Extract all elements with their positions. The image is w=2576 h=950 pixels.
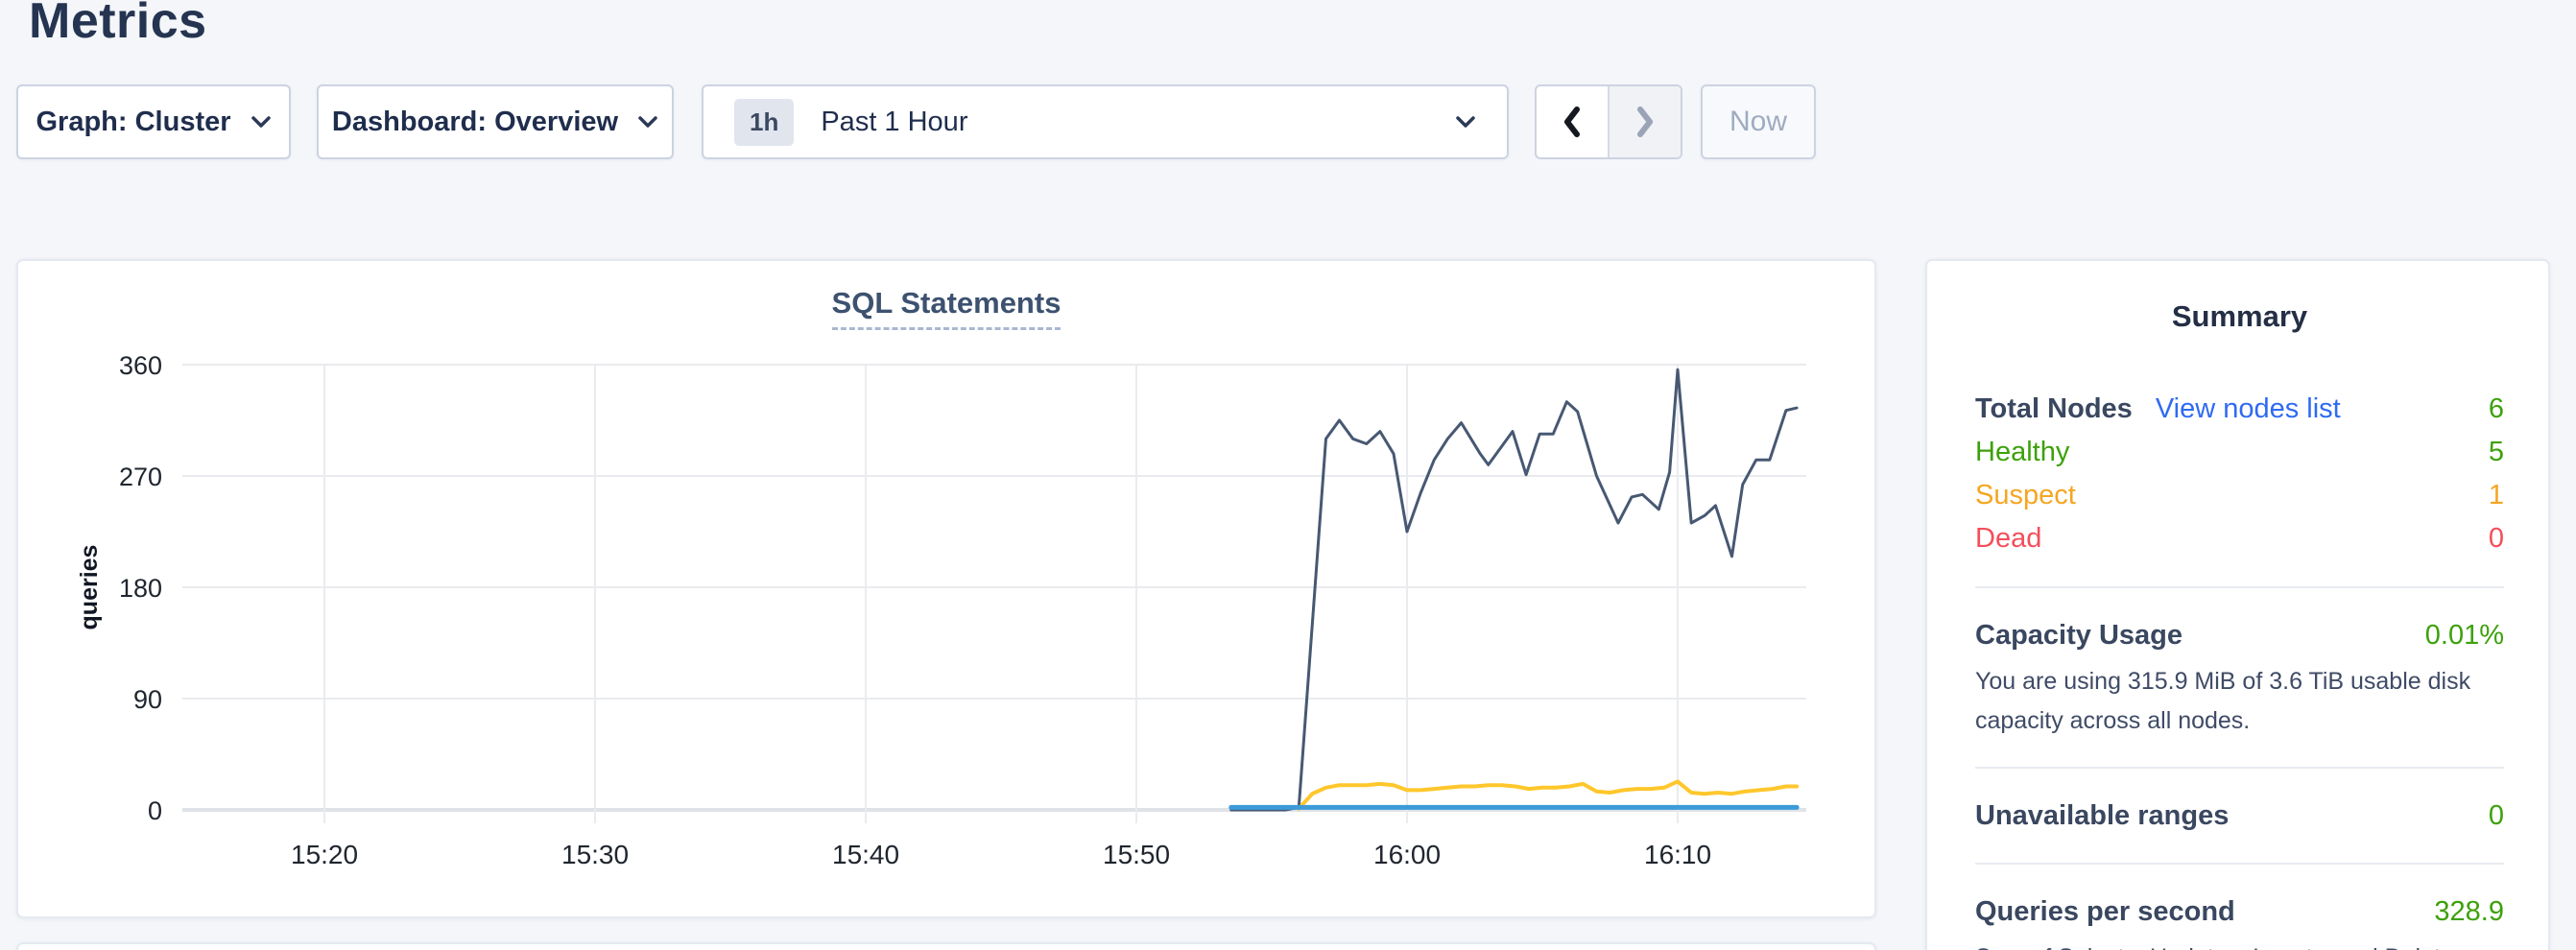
dashboard-dropdown-label: Dashboard: Overview (331, 106, 619, 137)
chart-series-yellow-line (1297, 779, 1800, 811)
chevron-right-icon (1637, 107, 1653, 137)
view-nodes-list-link[interactable]: View nodes list (2155, 393, 2341, 424)
divider (1975, 863, 2504, 865)
chevron-left-icon (1564, 107, 1580, 137)
y-tick-label: 360 (119, 351, 162, 380)
chevron-down-icon (638, 116, 657, 128)
summary-panel: Summary Total Nodes View nodes list 6 He… (1925, 259, 2550, 950)
x-tick-label: 16:10 (1644, 840, 1711, 869)
chevron-down-icon (1456, 116, 1475, 128)
healthy-label: Healthy (1975, 437, 2070, 467)
next-chart-card-partial (16, 942, 1876, 950)
dead-nodes-row: Dead 0 (1975, 517, 2504, 560)
divider (1975, 767, 2504, 769)
y-tick-label: 180 (119, 574, 162, 603)
unavailable-ranges-label: Unavailable ranges (1975, 800, 2230, 831)
next-time-window-button[interactable] (1610, 86, 1681, 157)
chevron-down-icon (250, 116, 271, 128)
suspect-label: Suspect (1975, 480, 2076, 511)
time-range-selector[interactable]: 1h Past 1 Hour (702, 84, 1509, 159)
total-nodes-label: Total Nodes (1975, 393, 2133, 424)
unavailable-ranges-row: Unavailable ranges 0 (1975, 795, 2504, 837)
capacity-usage-label: Capacity Usage (1975, 620, 2182, 651)
x-tick-label: 15:20 (291, 840, 358, 869)
dead-label: Dead (1975, 523, 2042, 554)
time-range-badge: 1h (734, 98, 795, 146)
healthy-value: 5 (2488, 437, 2504, 467)
chart-canvas[interactable]: 0 90 180 270 360 15:20 15:30 15:40 15:50 16:00 16:… (18, 261, 1878, 920)
total-nodes-row: Total Nodes View nodes list 6 (1975, 388, 2504, 431)
healthy-nodes-row: Healthy 5 (1975, 431, 2504, 474)
queries-per-second-row: Queries per second 328.9 (1975, 891, 2504, 933)
queries-per-second-description: Sum of Selects, Updates, Inserts, and De… (1975, 938, 2504, 950)
sql-statements-chart-card: SQL Statements 0 90 180 270 360 15:20 15:30 15:… (16, 259, 1876, 918)
capacity-usage-value: 0.01% (2424, 620, 2504, 651)
y-tick-label: 270 (119, 463, 162, 491)
suspect-nodes-row: Suspect 1 (1975, 474, 2504, 517)
chart-title[interactable]: SQL Statements (831, 286, 1061, 330)
chart-series-dark-line (1229, 368, 1799, 812)
x-tick-label: 15:50 (1103, 840, 1170, 869)
now-button[interactable]: Now (1701, 84, 1816, 159)
dashboard-dropdown[interactable]: Dashboard: Overview (317, 84, 674, 159)
time-pager (1535, 84, 1682, 159)
queries-per-second-value: 328.9 (2434, 896, 2504, 927)
prev-time-window-button[interactable] (1537, 86, 1610, 157)
graph-dropdown[interactable]: Graph: Cluster (16, 84, 291, 159)
x-tick-label: 15:40 (832, 840, 899, 869)
divider (1975, 586, 2504, 588)
x-tick-label: 16:00 (1373, 840, 1441, 869)
total-nodes-value: 6 (2488, 393, 2504, 424)
capacity-usage-description: You are using 315.9 MiB of 3.6 TiB usabl… (1975, 668, 2471, 734)
now-button-label: Now (1729, 106, 1787, 137)
y-tick-label: 90 (133, 685, 162, 714)
queries-per-second-label: Queries per second (1975, 896, 2235, 927)
y-tick-label: 0 (148, 796, 162, 825)
suspect-value: 1 (2488, 480, 2504, 511)
capacity-usage-row: Capacity Usage 0.01% (1975, 614, 2504, 656)
summary-heading: Summary (2171, 299, 2308, 333)
unavailable-ranges-value: 0 (2488, 800, 2504, 831)
dead-value: 0 (2488, 523, 2504, 554)
x-tick-label: 15:30 (561, 840, 629, 869)
time-range-label: Past 1 Hour (821, 106, 968, 137)
y-axis-title: queries (76, 545, 103, 630)
page-title: Metrics (29, 0, 207, 49)
graph-dropdown-label: Graph: Cluster (36, 106, 231, 137)
